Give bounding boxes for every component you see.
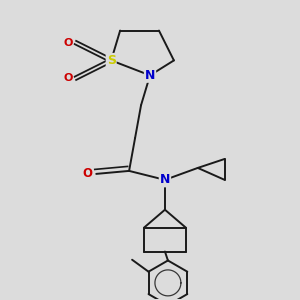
- Text: O: O: [63, 38, 73, 47]
- Text: S: S: [107, 54, 116, 67]
- Text: N: N: [145, 69, 155, 82]
- Text: O: O: [63, 73, 73, 83]
- Text: N: N: [160, 173, 170, 186]
- Text: O: O: [82, 167, 92, 180]
